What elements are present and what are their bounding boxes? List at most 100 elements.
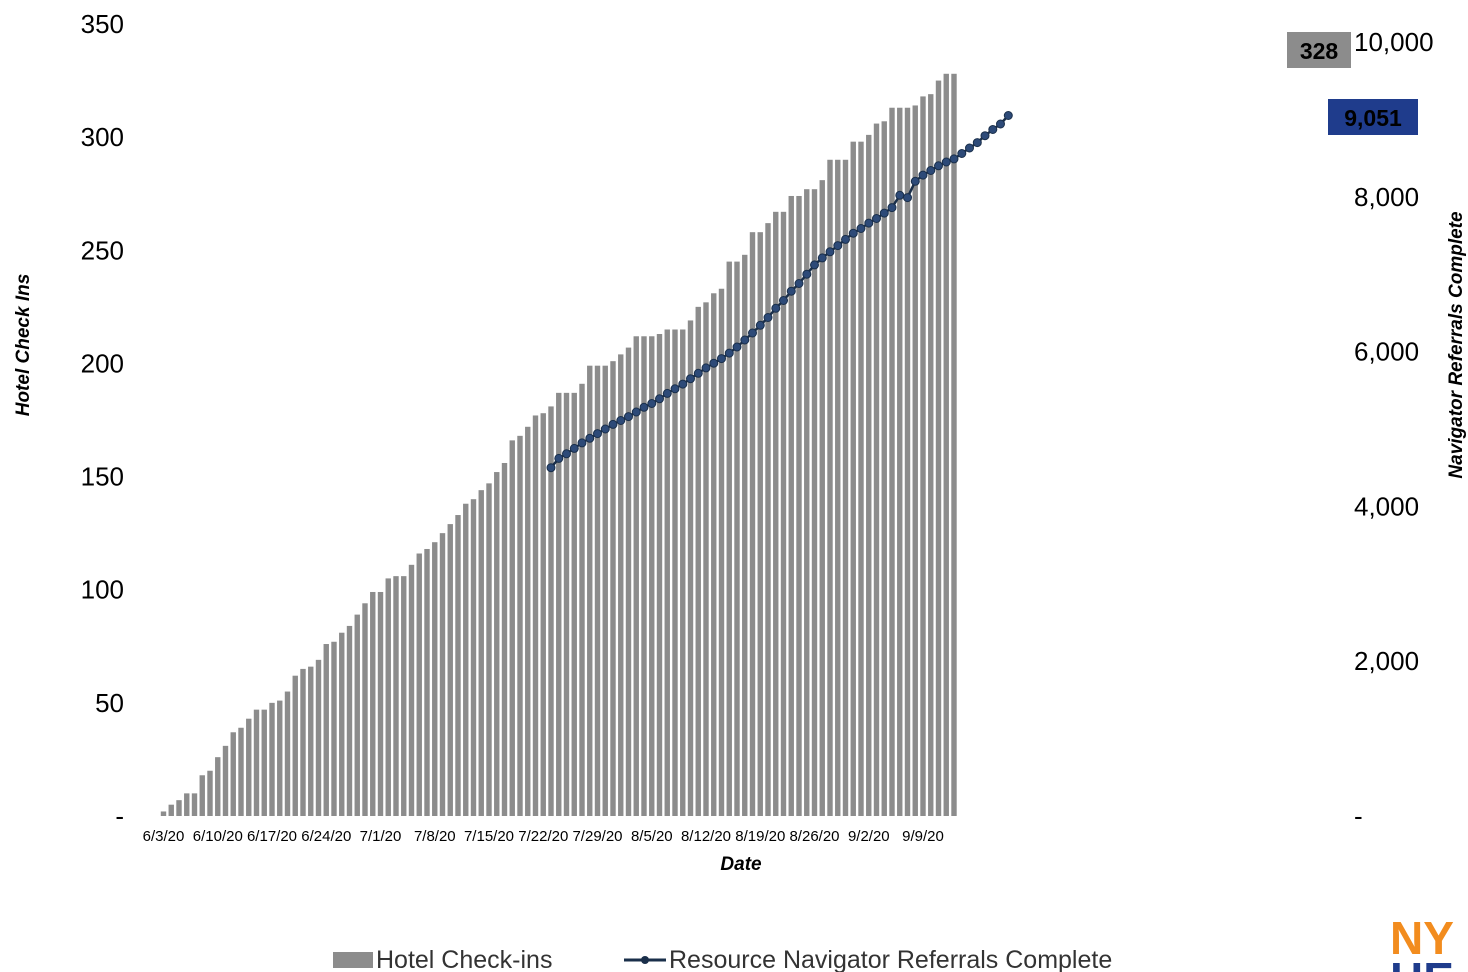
referrals-point-25 [740, 335, 750, 345]
bar-38 [455, 515, 461, 816]
bar-57 [602, 365, 608, 816]
bar-15 [277, 700, 283, 816]
bar-18 [300, 668, 306, 816]
annotation-checkins-box [1287, 32, 1351, 68]
bar-98 [920, 96, 926, 816]
right-tick-5: 10,000 [1354, 27, 1434, 57]
bar-39 [463, 503, 469, 816]
bar-30 [393, 576, 399, 816]
bar-85 [819, 180, 825, 816]
bar-69 [695, 306, 701, 816]
bar-8 [222, 745, 229, 816]
bar-32 [408, 564, 415, 816]
annotation-checkins-label: 328 [1300, 38, 1339, 64]
bar-78 [765, 223, 771, 816]
bar-44 [501, 462, 508, 816]
bar-54 [579, 383, 585, 816]
referrals-point-6 [593, 429, 602, 439]
legend-label-referrals: Resource Navigator Referrals Complete [669, 946, 1112, 972]
bar-64 [656, 334, 663, 816]
referrals-point-28 [763, 313, 773, 322]
referrals-point-35 [817, 253, 827, 263]
referrals-point-56 [980, 131, 990, 141]
referrals-point-47 [910, 176, 920, 186]
referrals-point-57 [988, 125, 998, 134]
referrals-point-44 [887, 203, 897, 213]
bar-52 [563, 392, 570, 816]
referrals-point-32 [794, 279, 804, 288]
x-tick-2: 6/17/20 [247, 828, 297, 845]
bar-97 [912, 105, 918, 816]
legend-marker-referrals [641, 956, 649, 964]
referrals-point-27 [755, 320, 765, 330]
referrals-point-40 [856, 224, 866, 233]
bar-53 [571, 392, 577, 816]
referrals-point-11 [631, 407, 641, 417]
bar-65 [664, 329, 670, 816]
bar-70 [703, 302, 709, 817]
bar-102 [951, 73, 957, 816]
x-axis-title: Date [720, 854, 762, 875]
bar-24 [346, 625, 353, 816]
bar-48 [532, 415, 539, 816]
referrals-point-9 [616, 416, 626, 425]
bar-23 [339, 632, 345, 816]
referrals-point-51 [941, 157, 951, 167]
legend-label-checkins: Hotel Check-ins [376, 946, 552, 972]
x-tick-11: 8/19/20 [735, 828, 785, 845]
bar-43 [494, 472, 500, 816]
logo-line-2: HE [1390, 953, 1454, 972]
bar-11 [246, 718, 252, 816]
referrals-point-52 [949, 154, 959, 164]
bar-60 [625, 347, 632, 816]
bar-74 [734, 261, 740, 817]
bar-56 [594, 365, 601, 816]
x-tick-10: 8/12/20 [681, 828, 731, 845]
referrals-point-42 [872, 214, 881, 223]
bar-51 [556, 392, 562, 816]
bar-68 [687, 320, 694, 816]
referrals-point-46 [903, 193, 912, 203]
x-tick-13: 9/2/20 [848, 828, 890, 845]
referrals-point-20 [701, 363, 711, 373]
bar-76 [749, 232, 756, 816]
bar-92 [873, 123, 880, 816]
bar-55 [587, 365, 593, 816]
referrals-point-59 [1003, 111, 1013, 120]
referrals-point-50 [934, 161, 943, 171]
right-axis-ticks: - 2,000 4,000 6,000 8,000 10,000 [1354, 27, 1434, 831]
legend: Hotel Check-ins Resource Navigator Refer… [333, 946, 1112, 972]
left-tick-1: 50 [95, 688, 124, 718]
bar-91 [866, 134, 872, 816]
left-tick-7: 350 [81, 9, 124, 39]
x-tick-9: 8/5/20 [631, 828, 673, 845]
bar-95 [897, 107, 903, 817]
right-tick-3: 6,000 [1354, 337, 1419, 367]
bar-0 [160, 811, 167, 816]
x-tick-6: 7/15/20 [464, 828, 514, 845]
referrals-point-49 [926, 166, 936, 175]
left-tick-0: - [115, 801, 124, 831]
referrals-point-12 [639, 402, 649, 412]
bar-58 [610, 361, 616, 816]
referrals-point-30 [779, 296, 788, 305]
bar-62 [641, 336, 647, 816]
bar-84 [811, 189, 818, 816]
bar-61 [633, 336, 639, 816]
y-axis-right-title: Navigator Referrals Complete [1446, 211, 1467, 479]
referrals-point-0 [546, 463, 556, 473]
bar-77 [757, 232, 763, 816]
bar-1 [168, 804, 174, 816]
referrals-point-34 [810, 260, 819, 270]
bar-80 [780, 211, 787, 816]
bar-87 [835, 159, 841, 816]
referrals-point-10 [624, 412, 633, 422]
left-tick-5: 250 [81, 235, 124, 265]
bar-90 [858, 141, 864, 817]
bar-3 [184, 793, 190, 816]
right-tick-1: 2,000 [1354, 646, 1419, 676]
bar-7 [215, 757, 221, 816]
referrals-point-53 [957, 149, 967, 158]
value-annotations: 328 9,051 [1287, 32, 1418, 135]
